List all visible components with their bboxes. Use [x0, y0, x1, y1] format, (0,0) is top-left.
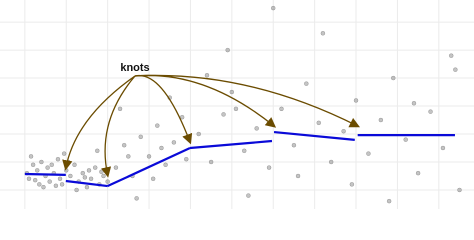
point — [26, 176, 32, 182]
chart: knots — [0, 0, 474, 209]
point — [266, 165, 272, 170]
point — [366, 151, 371, 156]
point — [403, 137, 408, 142]
point — [279, 106, 284, 112]
point — [457, 187, 462, 193]
point — [291, 142, 297, 148]
point — [72, 162, 77, 168]
point — [105, 179, 110, 184]
point — [295, 173, 301, 179]
point — [121, 142, 127, 148]
point — [155, 123, 160, 128]
spline-line — [24, 130, 455, 188]
point — [391, 75, 396, 81]
point — [45, 165, 50, 170]
point — [30, 162, 36, 168]
arrow — [134, 74, 193, 145]
point — [126, 154, 131, 159]
point — [101, 173, 106, 179]
point — [68, 173, 73, 179]
annotation: knots — [120, 62, 149, 74]
point — [117, 106, 123, 112]
point — [229, 89, 235, 95]
point — [196, 131, 201, 137]
point — [453, 67, 458, 72]
point — [349, 182, 355, 187]
arrow — [100, 75, 136, 178]
point — [448, 53, 454, 58]
point — [150, 176, 156, 182]
point — [49, 162, 54, 168]
point — [55, 156, 61, 162]
point — [159, 145, 164, 151]
point — [92, 165, 98, 170]
arrow — [134, 74, 360, 128]
point — [428, 109, 433, 114]
point — [146, 154, 152, 159]
point — [241, 148, 247, 154]
point — [221, 112, 226, 117]
point — [386, 198, 392, 204]
point — [99, 169, 104, 175]
point — [57, 176, 63, 182]
point — [37, 182, 42, 187]
point — [63, 168, 69, 173]
point — [82, 175, 88, 180]
point — [39, 159, 44, 165]
arrow — [62, 75, 136, 171]
point — [341, 128, 346, 134]
point — [41, 184, 46, 190]
point — [53, 183, 59, 189]
point — [378, 117, 384, 123]
point — [204, 73, 210, 78]
point — [134, 196, 139, 201]
point — [316, 120, 322, 126]
point — [254, 126, 259, 131]
point — [61, 151, 67, 156]
point — [84, 184, 90, 190]
point — [270, 5, 276, 11]
point — [328, 159, 334, 165]
point — [86, 168, 92, 173]
point — [113, 165, 119, 170]
point — [95, 148, 100, 154]
point — [415, 170, 421, 176]
point — [411, 100, 417, 106]
point — [440, 145, 446, 151]
point — [304, 81, 309, 86]
point — [208, 159, 214, 165]
point — [35, 168, 40, 173]
point — [80, 170, 86, 176]
point — [233, 106, 239, 112]
point — [28, 154, 34, 159]
point — [353, 98, 359, 103]
point — [225, 47, 230, 53]
point — [32, 177, 38, 183]
point — [171, 140, 177, 145]
point — [47, 179, 52, 184]
point — [88, 176, 94, 182]
point — [163, 162, 168, 168]
point — [74, 187, 79, 193]
point — [184, 156, 189, 162]
point — [320, 31, 326, 36]
point — [246, 193, 251, 198]
point — [138, 134, 144, 140]
point — [59, 182, 65, 187]
